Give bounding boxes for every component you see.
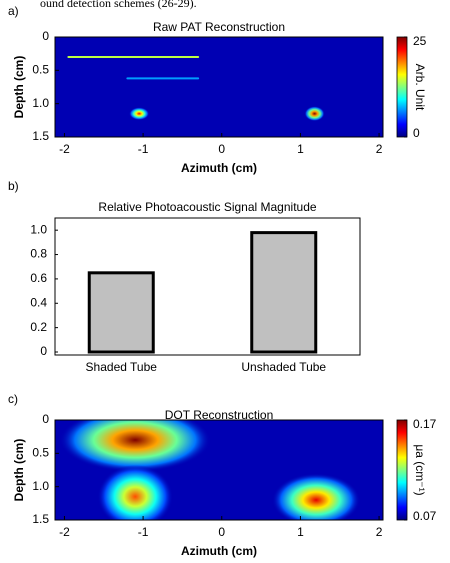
panel-label: a) [8,4,19,18]
y-tick-label: 0.8 [30,247,47,261]
x-tick-label: 2 [376,142,383,156]
panel-label: c) [8,392,18,406]
heatmap-background [55,37,383,137]
x-tick-label: -2 [59,142,70,156]
caption-fragment: ound detection schemes (26-29). [40,0,197,10]
bar [252,233,316,352]
y-tick-label: 1.0 [32,96,49,110]
y-tick-label: 0 [40,344,47,358]
y-tick-label: 1.0 [32,479,49,493]
panel-label: b) [8,179,19,193]
x-tick-label: Shaded Tube [86,360,158,374]
y-tick-label: 1.5 [32,129,49,143]
x-tick-label: -2 [59,525,70,539]
y-tick-label: 1.5 [32,512,49,526]
x-tick-label: 0 [218,142,225,156]
colorbar-label: μa (cm⁻¹) [413,444,427,495]
chart-title: Raw PAT Reconstruction [153,20,285,34]
y-tick-label: 0.6 [30,271,47,285]
colorbar-tick-label: 25 [413,34,427,48]
colorbar-tick-label: 0 [413,126,420,140]
x-axis-label: Azimuth (cm) [181,161,257,175]
colorbar-tick-label: 0.17 [413,417,437,431]
colorbar-tick-label: 0.07 [413,509,437,523]
y-tick-label: 0 [42,29,49,43]
y-tick-label: 0.5 [32,63,49,77]
chart-title: Relative Photoacoustic Signal Magnitude [98,200,316,214]
y-axis-label: Depth (cm) [12,439,26,502]
spot [272,473,360,526]
spot [305,106,325,121]
spot [97,465,173,529]
y-tick-label: 0.2 [30,320,47,334]
x-tick-label: 0 [218,525,225,539]
y-axis-label: Depth (cm) [12,56,26,119]
heatmap [55,37,383,137]
y-tick-label: 0 [42,412,49,426]
x-tick-label: -1 [138,142,149,156]
x-tick-label: 1 [297,142,304,156]
colorbar [397,37,407,137]
y-tick-label: 0.4 [30,295,47,309]
y-tick-label: 1.0 [30,222,47,236]
x-axis-label: Azimuth (cm) [181,544,257,558]
colorbar-label: Arb. Unit [413,64,427,111]
colorbar [397,420,407,520]
heatmap [55,408,383,529]
x-tick-label: Unshaded Tube [241,360,326,374]
x-tick-label: 1 [297,525,304,539]
figure: ound detection schemes (26-29). a) Raw PA… [0,0,450,563]
x-tick-label: -1 [138,525,149,539]
y-tick-label: 0.5 [32,446,49,460]
spot [129,107,149,120]
x-tick-label: 2 [376,525,383,539]
bar [89,273,153,352]
